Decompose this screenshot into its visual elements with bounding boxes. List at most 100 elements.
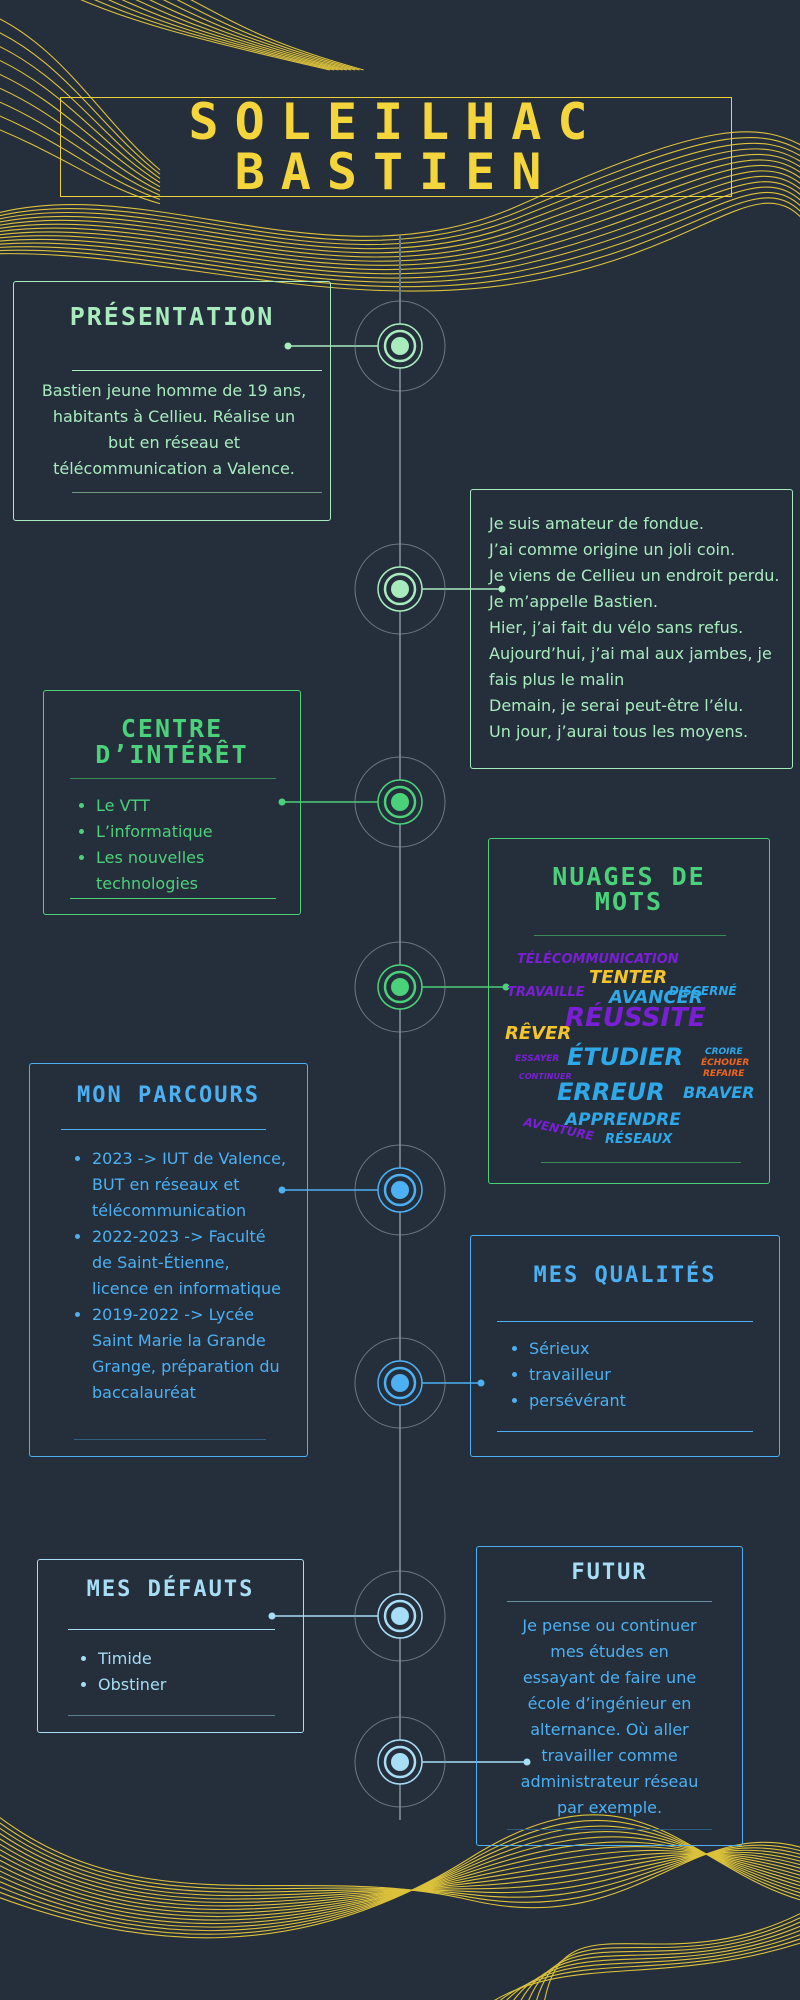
- wave-line: [544, 1912, 800, 2000]
- presentation-title: PRÉSENTATION: [69, 302, 275, 331]
- list-item: Timide: [98, 1646, 293, 1672]
- wave-line: [0, 175, 800, 271]
- node-ring-inner: [383, 1745, 417, 1779]
- divider: [507, 1829, 712, 1830]
- word: REFAIRE: [703, 1069, 745, 1079]
- word: DISCERNÉ: [669, 984, 737, 998]
- connector-dot: [477, 1379, 485, 1387]
- timeline-node: [278, 1144, 446, 1236]
- timeline-node: [284, 300, 446, 392]
- poem-line: J’ai comme origine un joli coin.: [489, 540, 736, 559]
- node-ring-inner: [383, 572, 417, 606]
- divider: [534, 935, 726, 936]
- wave-line: [0, 202, 800, 292]
- connector-dot: [284, 342, 292, 350]
- wave-line: [162, 0, 356, 71]
- poem-line: Aujourd’hui, j’ai mal aux jambes, je fai…: [489, 644, 772, 689]
- node-ring-outer: [354, 1716, 446, 1808]
- timeline-node: [278, 756, 446, 848]
- wave-line: [499, 1938, 800, 2000]
- divider: [507, 1601, 712, 1602]
- wave-line: [0, 170, 800, 266]
- wave-line: [121, 0, 343, 71]
- wave-line: [0, 148, 800, 250]
- node-ring-inner: [383, 1173, 417, 1207]
- presentation-card: PRÉSENTATION Bastien jeune homme de 19 a…: [13, 281, 331, 521]
- interests-card: CENTRE D’INTÉRÊT Le VTT L’informatique L…: [43, 690, 301, 915]
- word: ÉTUDIER: [567, 1043, 683, 1071]
- divider: [72, 492, 322, 493]
- word: RÉUSSITE: [565, 1003, 706, 1033]
- word: TRAVAILLE: [507, 985, 585, 1000]
- wave-line: [0, 192, 800, 283]
- wave-line: [176, 0, 360, 71]
- wave-line: [0, 73, 161, 188]
- word: RÊVER: [505, 1023, 572, 1044]
- interests-title-1: CENTRE: [120, 714, 224, 743]
- wave-line: [0, 142, 800, 246]
- connector-dot: [523, 1758, 531, 1766]
- defauts-title: MES DÉFAUTS: [86, 1577, 255, 1602]
- node-ring-inner: [383, 785, 417, 819]
- node-dot: [391, 580, 409, 598]
- title-box: SOLEILHAC BASTIEN: [60, 97, 732, 197]
- connector-dot: [502, 983, 510, 991]
- divider: [68, 1715, 275, 1716]
- list-item: 2023 -> IUT de Valence, BUT en réseaux e…: [92, 1146, 287, 1224]
- list-item: persévérant: [529, 1388, 769, 1414]
- list-item: L’informatique: [96, 819, 290, 845]
- poem-line: Demain, je serai peut-être l’élu.: [489, 696, 744, 715]
- divider: [72, 370, 322, 371]
- defauts-card: MES DÉFAUTS Timide Obstiner: [37, 1559, 304, 1733]
- wave-line: [0, 101, 161, 196]
- timeline-node: [268, 1570, 446, 1662]
- list-item: 2019-2022 -> Lycée Saint Marie la Grande…: [92, 1302, 287, 1406]
- word: AVANCER: [609, 987, 703, 1008]
- node-ring-inner: [383, 1366, 417, 1400]
- connector-dot: [268, 1612, 276, 1620]
- defauts-list: Timide Obstiner: [74, 1646, 293, 1698]
- futur-card: FUTUR Je pense ou continuer mes études e…: [476, 1546, 743, 1846]
- wave-line: [0, 87, 161, 192]
- wave-line: [0, 137, 800, 241]
- wordcloud-title-1: NUAGES DE: [552, 862, 706, 891]
- node-dot: [391, 1607, 409, 1625]
- list-item: Le VTT: [96, 793, 290, 819]
- wordcloud-title-2: MOTS: [594, 887, 664, 916]
- connector-dot: [278, 798, 286, 806]
- timeline-node: [354, 543, 506, 635]
- qualites-list: Sérieux travailleur persévérant: [505, 1336, 769, 1414]
- wave-line: [0, 197, 800, 288]
- wordcloud-card: NUAGES DE MOTS TÉLÉCOMMUNICATION TENTER …: [488, 838, 770, 1184]
- parcours-card: MON PARCOURS 2023 -> IUT de Valence, BUT…: [29, 1063, 308, 1457]
- poem-card: Je suis amateur de fondue. J’ai comme or…: [470, 489, 793, 769]
- title-line-1: SOLEILHAC: [188, 93, 604, 151]
- word: CONTINUER: [519, 1072, 572, 1081]
- word: CROIRE: [705, 1047, 743, 1057]
- node-ring-outer: [354, 1337, 446, 1429]
- list-item: Les nouvelles technologies: [96, 845, 290, 897]
- poem-text: Je suis amateur de fondue. J’ai comme or…: [489, 511, 782, 745]
- title-line-2: BASTIEN: [234, 143, 558, 201]
- divider: [74, 1439, 266, 1440]
- poem-line: Hier, j’ai fait du vélo sans refus.: [489, 618, 744, 637]
- connector-dot: [278, 1186, 286, 1194]
- timeline-node: [354, 1716, 531, 1808]
- divider: [61, 1129, 266, 1130]
- list-item: Obstiner: [98, 1672, 293, 1698]
- wave-line: [520, 1925, 800, 2000]
- wave-line: [80, 0, 331, 71]
- node-dot: [391, 337, 409, 355]
- node-ring-outer: [354, 1570, 446, 1662]
- wave-line: [149, 0, 352, 71]
- timeline-node: [354, 1337, 485, 1429]
- node-ring-outer: [354, 756, 446, 848]
- wave-line: [536, 1917, 800, 2000]
- wave-line: [0, 115, 161, 200]
- node-ring-outer: [354, 941, 446, 1033]
- node-dot: [391, 793, 409, 811]
- node-dot: [391, 1374, 409, 1392]
- word: TENTER: [589, 967, 668, 988]
- connector-dot: [498, 585, 506, 593]
- node-ring-outer: [354, 543, 446, 635]
